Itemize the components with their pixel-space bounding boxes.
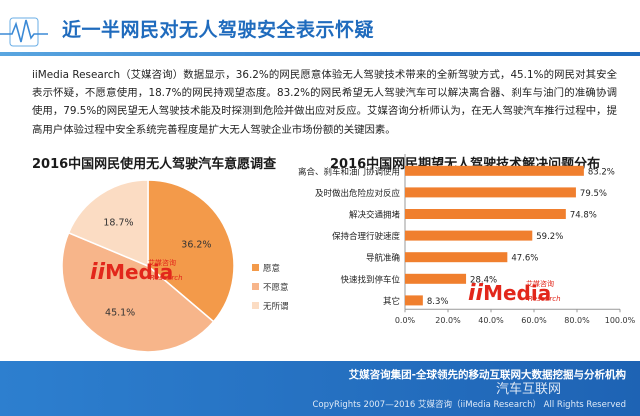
footer-slogan: 艾媒咨询集团-全球领先的移动互联网大数据挖掘与分析机构	[348, 369, 626, 381]
pie-slice-label: 18.7%	[103, 218, 133, 229]
legend-entry: 不愿意	[263, 282, 289, 293]
pie-slice	[147, 179, 235, 323]
bar-category-label: 离合、刹车和油门协调使用	[298, 166, 400, 177]
bar	[405, 252, 508, 263]
pie-chart-title: 2016中国网民使用无人驾驶汽车意愿调查	[32, 157, 277, 172]
bar	[405, 273, 467, 284]
bar-value-label: 47.6%	[511, 254, 538, 264]
footer: 艾媒咨询集团-全球领先的移动互联网大数据挖掘与分析机构 汽车互联网 CopyRi…	[0, 361, 640, 416]
bar-value-label: 59.2%	[536, 232, 563, 242]
bar-category-label: 及时做出危险应对反应	[315, 188, 401, 199]
x-tick-label: 20.0%	[435, 316, 461, 325]
pie-slice	[61, 231, 215, 353]
x-tick-label: 60.0%	[521, 316, 547, 325]
bar-value-label: 28.4%	[470, 275, 497, 285]
bar	[405, 209, 566, 219]
bar-value-label: 83.2%	[588, 167, 615, 177]
bar-value-label: 79.5%	[580, 189, 607, 199]
pie-slice-label: 45.1%	[105, 307, 135, 318]
x-tick-label: 0.0%	[395, 316, 416, 325]
x-tick-label: 80.0%	[564, 316, 590, 325]
bar-category-label: 其它	[383, 296, 400, 307]
bar	[405, 295, 423, 306]
x-tick-label: 100.0%	[605, 316, 636, 325]
legend-entry: 无所谓	[263, 301, 289, 312]
bar	[405, 230, 533, 241]
bar-category-label: 解决交通拥堵	[349, 210, 401, 221]
bar	[405, 187, 576, 198]
iimedia-logo-bar: iiMedia 艾媒咨询 Research	[468, 280, 561, 306]
legend-entry: 愿意	[263, 263, 280, 274]
legend-swatch	[252, 302, 259, 309]
bar-category-label: 快速找到停车位	[340, 274, 400, 285]
legend-swatch	[252, 283, 259, 290]
bar-category-label: 导航准确	[366, 253, 400, 264]
bar-value-label: 8.3%	[427, 297, 449, 307]
bar-category-label: 保持合理行驶速度	[332, 231, 401, 242]
pie-slice-label: 36.2%	[181, 240, 211, 251]
wechat-watermark: 汽车互联网	[496, 382, 562, 397]
heartbeat-icon	[0, 17, 48, 47]
pie-slice	[67, 179, 149, 268]
legend-swatch	[252, 264, 259, 271]
bar	[405, 165, 584, 176]
iimedia-logo-pie: iiMedia 艾媒咨询 Research	[90, 259, 183, 285]
bar-chart: 离合、刹车和油门协调使用 83.2% 及时做出危险应对反应 79.5% 解决交通拥堵 74…	[298, 154, 636, 325]
intro-paragraph: iiMedia Research（艾媒咨询）数据显示，36.2%的网民愿意体验无…	[32, 69, 617, 136]
bar-value-label: 74.8%	[570, 211, 597, 221]
page-title: 近一半网民对无人驾驶安全表示怀疑	[62, 19, 375, 41]
header-band	[0, 52, 640, 56]
footer-copyright: CopyRights 2007—2016 艾媒咨询（iiMedia Resear…	[312, 400, 626, 410]
header: 近一半网民对无人驾驶安全表示怀疑	[0, 0, 640, 58]
x-tick-label: 40.0%	[478, 316, 504, 325]
